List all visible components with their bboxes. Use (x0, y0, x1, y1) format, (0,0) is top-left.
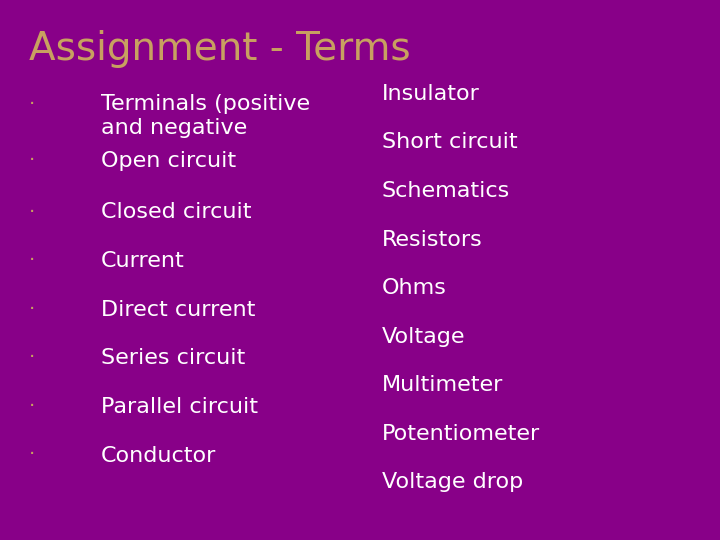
Text: Assignment - Terms: Assignment - Terms (29, 30, 410, 68)
Text: Terminals (positive
and negative: Terminals (positive and negative (101, 94, 310, 138)
Text: Multimeter: Multimeter (382, 375, 503, 395)
Text: Short circuit: Short circuit (382, 132, 517, 152)
Text: Ohms: Ohms (382, 278, 446, 298)
Text: ·: · (29, 397, 35, 416)
Text: ·: · (29, 251, 35, 270)
Text: Conductor: Conductor (101, 446, 216, 465)
Text: ·: · (29, 94, 35, 113)
Text: Parallel circuit: Parallel circuit (101, 397, 258, 417)
Text: ·: · (29, 151, 35, 170)
Text: Direct current: Direct current (101, 300, 255, 320)
Text: Insulator: Insulator (382, 84, 480, 104)
Text: ·: · (29, 446, 35, 464)
Text: ·: · (29, 348, 35, 367)
Text: Schematics: Schematics (382, 181, 510, 201)
Text: Closed circuit: Closed circuit (101, 202, 251, 222)
Text: Voltage drop: Voltage drop (382, 472, 523, 492)
Text: Current: Current (101, 251, 184, 271)
Text: ·: · (29, 202, 35, 221)
Text: Potentiometer: Potentiometer (382, 424, 540, 444)
Text: ·: · (29, 300, 35, 319)
Text: Resistors: Resistors (382, 230, 482, 249)
Text: Open circuit: Open circuit (101, 151, 236, 171)
Text: Voltage: Voltage (382, 327, 465, 347)
Text: Series circuit: Series circuit (101, 348, 245, 368)
